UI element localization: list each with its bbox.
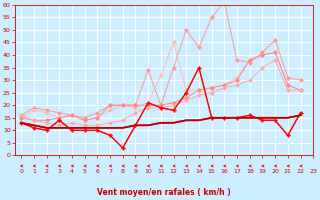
X-axis label: Vent moyen/en rafales ( km/h ): Vent moyen/en rafales ( km/h )	[97, 188, 231, 197]
